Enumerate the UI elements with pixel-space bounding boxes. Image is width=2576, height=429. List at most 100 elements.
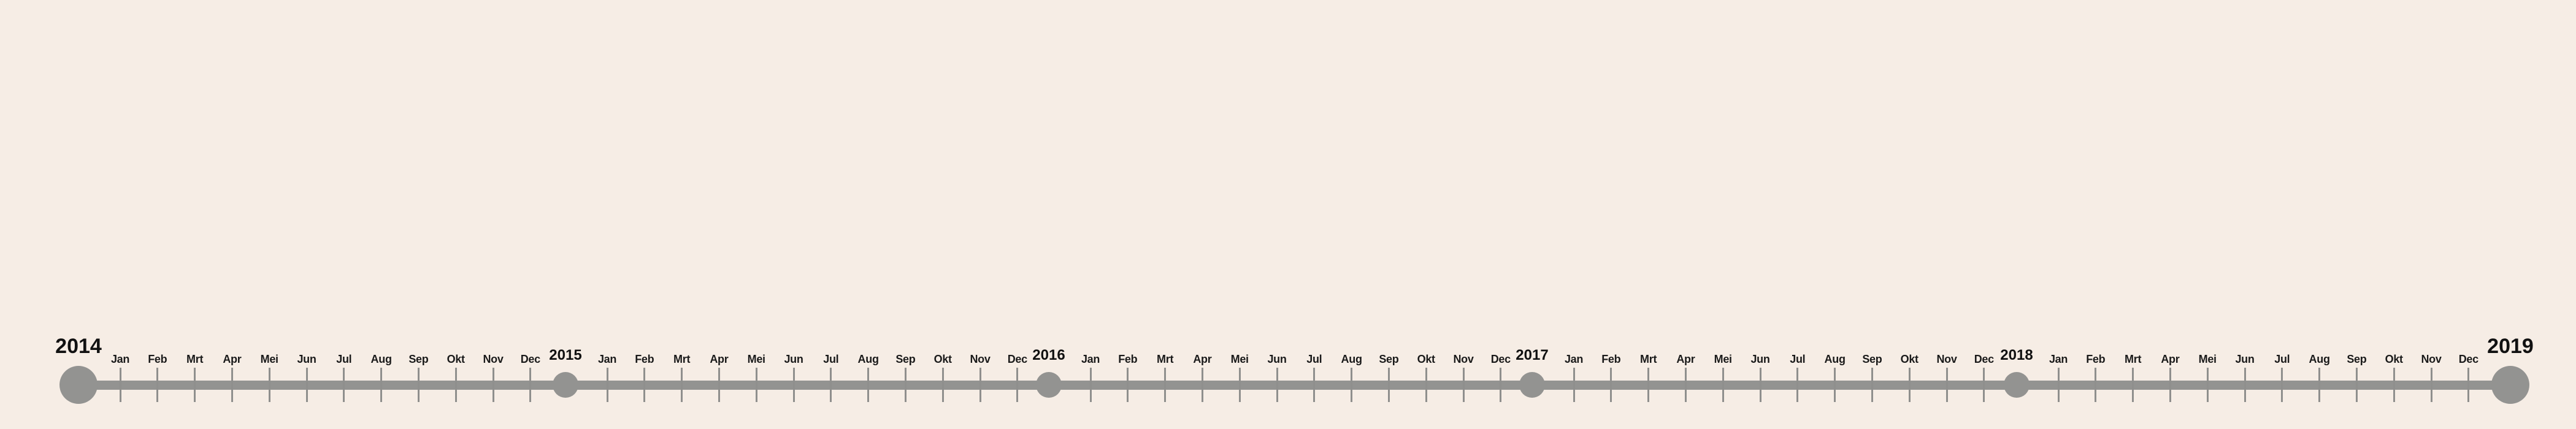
month-label: Feb — [635, 353, 654, 365]
month-tick — [305, 368, 308, 402]
month-tick — [2206, 368, 2209, 402]
month-tick — [941, 368, 944, 402]
month-tick — [1871, 368, 1873, 402]
month-label: Jun — [2235, 353, 2255, 365]
year-marker-2016 — [1036, 372, 1062, 398]
month-tick — [1351, 368, 1353, 402]
month-label: Sep — [2347, 353, 2367, 365]
month-tick — [1425, 368, 1427, 402]
month-tick — [830, 368, 832, 402]
year-marker-2017 — [1519, 372, 1545, 398]
month-label: Dec — [520, 353, 540, 365]
month-tick — [2132, 368, 2134, 402]
month-label: Jan — [110, 353, 130, 365]
month-tick — [417, 368, 420, 402]
month-tick — [681, 368, 683, 402]
month-label: Dec — [2458, 353, 2478, 365]
month-label: Mrt — [1640, 353, 1657, 365]
month-label: Jul — [2274, 353, 2290, 365]
month-tick — [1462, 368, 1465, 402]
year-marker-2019 — [2491, 366, 2529, 404]
month-label: Jun — [297, 353, 316, 365]
month-tick — [1238, 368, 1241, 402]
month-tick — [2244, 368, 2246, 402]
month-label: Nov — [970, 353, 991, 365]
year-label-2019: 2019 — [2487, 335, 2534, 358]
month-tick — [1610, 368, 1612, 402]
month-label: Okt — [1417, 353, 1435, 365]
month-tick — [1164, 368, 1167, 402]
month-tick — [194, 368, 196, 402]
month-tick — [2057, 368, 2060, 402]
month-label: Aug — [370, 353, 392, 365]
month-tick — [1573, 368, 1575, 402]
month-tick — [1276, 368, 1278, 402]
month-label: Feb — [2086, 353, 2106, 365]
month-tick — [867, 368, 870, 402]
month-label: Mrt — [186, 353, 204, 365]
month-tick — [979, 368, 981, 402]
month-tick — [1983, 368, 1985, 402]
month-tick — [2393, 368, 2395, 402]
month-tick — [1387, 368, 1390, 402]
month-label: Apr — [710, 353, 729, 365]
month-tick — [1127, 368, 1129, 402]
month-label: Apr — [2161, 353, 2180, 365]
month-tick — [1834, 368, 1836, 402]
month-label: Jan — [1081, 353, 1100, 365]
month-label: Mei — [1230, 353, 1249, 365]
month-tick — [2467, 368, 2470, 402]
month-label: Feb — [148, 353, 167, 365]
month-label: Dec — [1007, 353, 1027, 365]
month-label: Okt — [933, 353, 952, 365]
month-label: Feb — [1601, 353, 1621, 365]
month-tick — [1313, 368, 1316, 402]
month-label: Jan — [2049, 353, 2068, 365]
month-tick — [755, 368, 757, 402]
month-tick — [606, 368, 608, 402]
month-tick — [904, 368, 907, 402]
month-label: Sep — [1862, 353, 1882, 365]
month-tick — [119, 368, 121, 402]
month-label: Nov — [1936, 353, 1957, 365]
year-marker-2014 — [59, 366, 98, 404]
year-label-2014: 2014 — [55, 335, 102, 358]
month-label: Apr — [1193, 353, 1212, 365]
month-label: Mrt — [1157, 353, 1174, 365]
month-label: Okt — [2385, 353, 2403, 365]
month-tick — [1722, 368, 1724, 402]
month-label: Dec — [1974, 353, 1994, 365]
month-tick — [643, 368, 646, 402]
year-label-2018: 2018 — [2000, 347, 2033, 363]
month-tick — [792, 368, 795, 402]
month-label: Nov — [1453, 353, 1474, 365]
month-tick — [156, 368, 159, 402]
month-tick — [2169, 368, 2171, 402]
month-label: Nov — [2421, 353, 2442, 365]
month-label: Jun — [784, 353, 803, 365]
month-tick — [1201, 368, 1203, 402]
year-label-2016: 2016 — [1032, 347, 1065, 363]
month-tick — [343, 368, 345, 402]
month-tick — [231, 368, 233, 402]
month-label: Jul — [336, 353, 352, 365]
month-label: Okt — [447, 353, 465, 365]
month-label: Jul — [1790, 353, 1806, 365]
month-label: Sep — [895, 353, 916, 365]
month-label: Mei — [260, 353, 278, 365]
month-label: Mei — [2198, 353, 2217, 365]
month-tick — [2430, 368, 2432, 402]
month-tick — [2355, 368, 2358, 402]
month-label: Jun — [1267, 353, 1287, 365]
month-label: Aug — [857, 353, 879, 365]
year-label-2017: 2017 — [1516, 347, 1549, 363]
month-label: Feb — [1118, 353, 1138, 365]
month-tick — [529, 368, 532, 402]
month-tick — [1500, 368, 1502, 402]
month-label: Nov — [483, 353, 504, 365]
month-label: Apr — [223, 353, 242, 365]
month-tick — [718, 368, 720, 402]
month-label: Jun — [1750, 353, 1770, 365]
month-label: Aug — [2309, 353, 2330, 365]
